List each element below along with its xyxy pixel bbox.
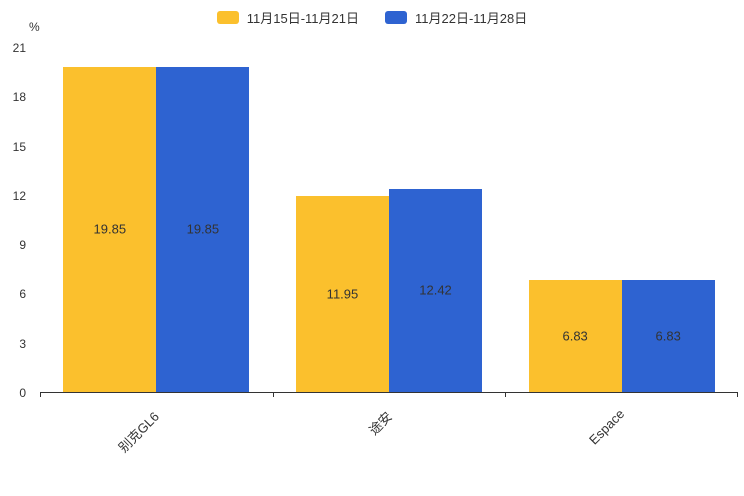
y-axis-tick-label: 3 — [19, 336, 26, 351]
bar[interactable]: 19.85 — [156, 66, 250, 392]
legend-label: 11月15日-11月21日 — [246, 11, 359, 26]
x-axis-category-label[interactable]: 途安 — [366, 408, 396, 438]
x-axis-category-label[interactable]: 别克GL6 — [115, 408, 163, 456]
legend-item[interactable]: 11月22日-11月28日 — [385, 8, 527, 27]
legend-swatch-icon — [216, 11, 239, 24]
legend-item[interactable]: 11月15日-11月21日 — [216, 8, 359, 27]
bar-value-label: 12.42 — [419, 282, 452, 298]
y-axis-tick-label: 12 — [12, 188, 26, 203]
y-axis-tick-label: 9 — [19, 238, 26, 253]
legend: 11月15日-11月21日 11月22日-11月28日 — [0, 8, 744, 27]
y-axis: 0 3 6 9 12 15 18 21 — [0, 42, 34, 399]
bar-value-label: 11.95 — [326, 286, 359, 302]
bar-value-label: 6.83 — [655, 328, 681, 344]
bar-value-label: 6.83 — [562, 328, 588, 344]
bar[interactable]: 11.95 — [295, 196, 389, 392]
y-axis-tick-label: 18 — [12, 90, 26, 105]
bar-value-label: 19.85 — [186, 221, 220, 237]
x-axis-tick-mark — [272, 392, 274, 397]
bar[interactable]: 6.83 — [528, 280, 622, 392]
x-axis-labels: 别克GL6 途安 Espace — [40, 394, 738, 490]
y-axis-tick-label: 21 — [12, 41, 26, 55]
x-axis-tick-mark — [737, 392, 738, 397]
bar-group: 19.85 19.85 — [40, 48, 273, 392]
bar-group: 11.95 12.42 — [273, 48, 506, 392]
x-axis-category-label[interactable]: Espace — [585, 406, 627, 448]
bar-value-label: 19.85 — [93, 221, 127, 237]
legend-swatch-icon — [385, 11, 407, 24]
y-axis-tick-label: 6 — [19, 287, 26, 302]
x-axis-tick-mark — [40, 392, 41, 397]
x-axis-tick-mark — [505, 392, 507, 397]
bar[interactable]: 19.85 — [63, 66, 157, 392]
bar[interactable]: 6.83 — [621, 280, 715, 392]
bar[interactable]: 12.42 — [389, 188, 483, 392]
plot-area: 19.85 19.85 11.95 12.42 6.83 6.83 — [40, 48, 738, 397]
y-axis-tick-label: 15 — [12, 139, 26, 154]
y-axis-tick-label: 0 — [19, 386, 26, 400]
legend-label: 11月22日-11月28日 — [415, 11, 528, 26]
bar-group: 6.83 6.83 — [505, 48, 738, 392]
y-axis-unit-label: % — [29, 20, 40, 34]
